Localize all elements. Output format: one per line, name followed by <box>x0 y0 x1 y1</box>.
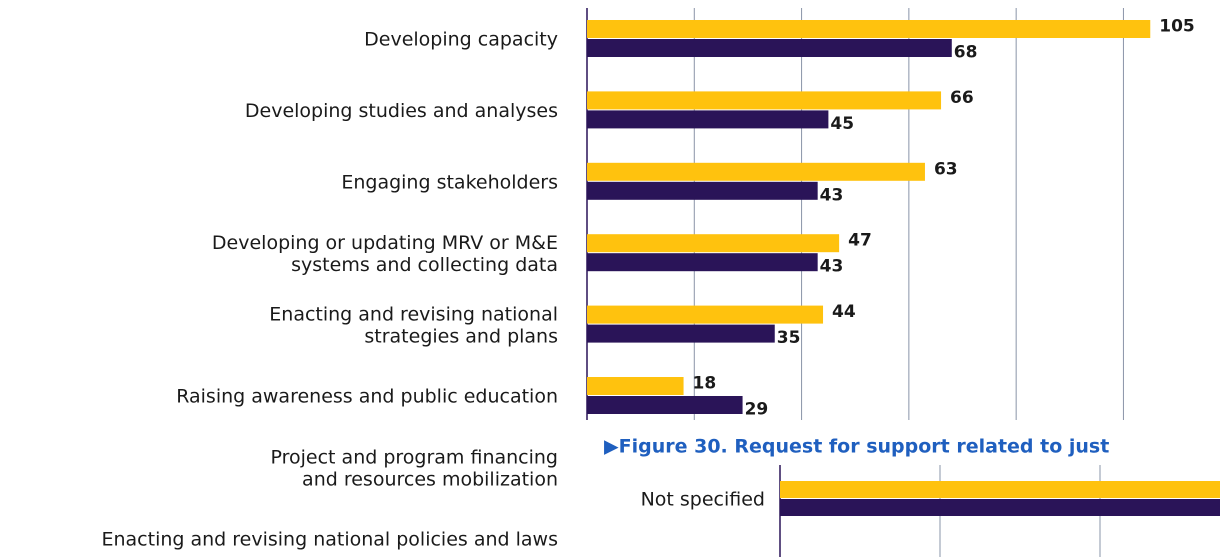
data-label: 44 <box>832 302 856 322</box>
bar <box>587 162 925 181</box>
data-label: 18 <box>693 374 717 394</box>
bar <box>587 234 840 253</box>
y-tick-label: Raising awareness and public education <box>176 386 558 408</box>
main-chart: Developing capacity 105 68 Developing studi… <box>101 8 1195 550</box>
bar <box>780 499 1220 516</box>
bar <box>587 91 942 110</box>
data-label: 45 <box>830 114 854 134</box>
data-label: 105 <box>1159 17 1195 37</box>
y-tick-label: Enacting and revising national policies … <box>101 528 558 550</box>
inset-chart: ▶Figure 30. Request for support related … <box>595 428 1220 557</box>
data-label: 35 <box>777 328 801 348</box>
bar <box>587 396 743 414</box>
bar <box>587 253 818 272</box>
y-tick-label: Enacting and revising national strategies… <box>269 303 558 347</box>
data-label: 43 <box>820 185 844 205</box>
y-tick-label: Developing capacity <box>364 29 558 51</box>
bar <box>587 39 952 57</box>
y-tick-label: Project and program financing and resourc… <box>271 446 559 490</box>
y-tick-label: Developing or updating MRV or M&E systems… <box>212 232 558 276</box>
bar <box>587 377 684 395</box>
bar <box>780 481 1220 498</box>
data-label: 63 <box>934 159 958 179</box>
bar <box>587 110 829 129</box>
y-tick-label: Engaging stakeholders <box>341 171 558 193</box>
y-tick-label: Not specified <box>641 489 765 511</box>
data-label: 68 <box>954 43 978 63</box>
y-tick-label: Developing studies and analyses <box>245 100 558 122</box>
bar <box>587 324 775 343</box>
bar <box>587 305 824 324</box>
data-label: 29 <box>745 400 769 420</box>
data-label: 47 <box>848 231 872 251</box>
bar <box>587 20 1151 38</box>
data-label: 66 <box>950 88 974 108</box>
chart-title: ▶Figure 30. Request for support related … <box>604 436 1109 458</box>
bar <box>587 181 818 200</box>
data-label: 43 <box>820 257 844 277</box>
